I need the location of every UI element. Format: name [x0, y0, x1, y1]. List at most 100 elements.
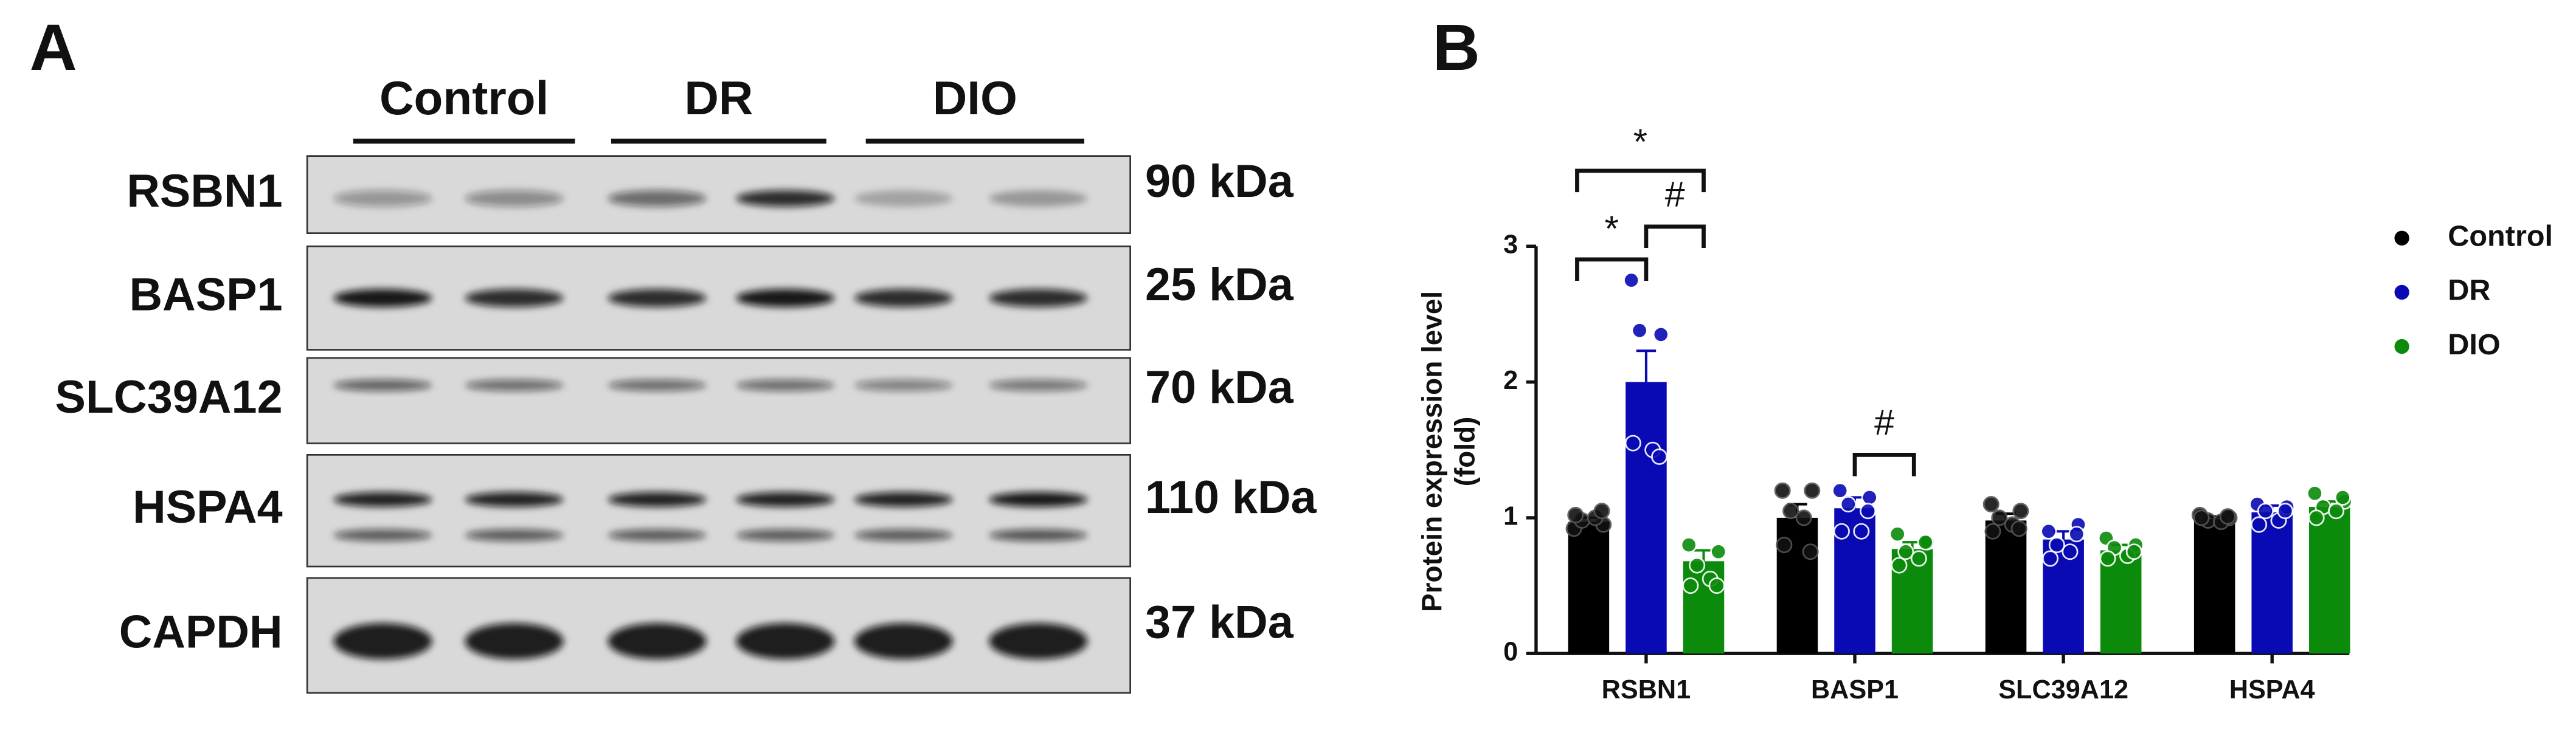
data-point	[1782, 503, 1799, 520]
protein-label: SLC39A12	[55, 372, 283, 423]
data-point	[2125, 543, 2142, 560]
bar	[1985, 520, 2027, 654]
size-label: 90 kDa	[1145, 156, 1294, 207]
significance-bracket	[1575, 257, 1649, 281]
data-point	[1567, 506, 1584, 523]
size-label: 37 kDa	[1145, 597, 1294, 648]
blot-band	[854, 492, 953, 507]
legend-label: DR	[2448, 274, 2490, 307]
protein-label: CAPDH	[119, 607, 283, 658]
significance-label: #	[1874, 402, 1894, 442]
blot-band	[465, 289, 564, 308]
significance-label: *	[1605, 208, 1619, 249]
significance-bracket	[1852, 452, 1916, 477]
blot-band	[333, 492, 432, 507]
group-label: Control	[379, 71, 549, 125]
data-point	[1840, 496, 1857, 513]
y-tick-label: 1	[1503, 501, 1518, 531]
significance-label: #	[1665, 174, 1685, 215]
data-point	[1652, 326, 1669, 343]
data-point	[2193, 509, 2210, 526]
data-point	[1624, 435, 1641, 452]
bar	[2100, 550, 2142, 654]
data-point	[1833, 523, 1850, 540]
blot-band	[854, 289, 953, 308]
panel-label: B	[1433, 10, 1480, 84]
legend-marker	[2394, 339, 2409, 354]
data-point	[2068, 526, 2085, 543]
data-point	[1682, 577, 1699, 594]
blot-band	[333, 190, 432, 207]
data-point	[1774, 482, 1791, 499]
data-point	[2306, 485, 2323, 502]
blot-band	[333, 379, 432, 391]
blot-strip	[306, 453, 1132, 568]
blot-bands	[333, 379, 1088, 391]
blot-band	[465, 623, 564, 659]
data-point	[2042, 550, 2059, 567]
blot-bands	[333, 492, 1088, 542]
data-point	[2099, 550, 2116, 567]
y-tick-label: 2	[1503, 366, 1518, 395]
x-tick-label: SLC39A12	[1998, 675, 2128, 704]
data-point	[2308, 509, 2325, 526]
bar	[2251, 512, 2293, 654]
size-label: 110 kDa	[1145, 472, 1317, 523]
blot-band	[608, 379, 707, 391]
data-point	[1710, 543, 1727, 560]
data-point	[1802, 543, 1819, 560]
significance-label: *	[1633, 121, 1647, 162]
data-point	[1897, 543, 1914, 560]
blot-bands	[333, 190, 1088, 207]
legend-label: DIO	[2448, 328, 2500, 361]
data-point	[2040, 523, 2057, 540]
data-point	[1860, 503, 1877, 520]
significance-bracket	[1644, 224, 1706, 248]
data-point	[1631, 322, 1648, 339]
blot-bands	[333, 289, 1088, 308]
data-point	[2010, 520, 2027, 537]
blot-band	[989, 492, 1088, 507]
data-point	[1623, 272, 1640, 289]
blot-band	[465, 529, 564, 542]
data-point	[1832, 482, 1849, 499]
data-point	[1982, 496, 2000, 513]
y-tick-label: 0	[1503, 638, 1518, 667]
blot-band	[608, 289, 707, 308]
blot-band	[736, 379, 835, 391]
data-point	[1891, 557, 1908, 574]
blot-strip	[306, 357, 1132, 444]
data-point	[1689, 557, 1706, 574]
x-tick-label: BASP1	[1811, 675, 1899, 704]
data-point	[1680, 537, 1697, 554]
data-point	[2219, 508, 2236, 525]
group-label: DR	[684, 71, 753, 125]
blot-band	[989, 623, 1088, 659]
data-point	[2328, 503, 2345, 520]
panel-label: A	[30, 10, 77, 84]
blot-band	[465, 190, 564, 207]
bar	[2193, 519, 2235, 654]
blot-band	[608, 190, 707, 207]
blot-band	[608, 529, 707, 542]
blot-band	[465, 379, 564, 391]
group-label: DIO	[933, 71, 1017, 125]
data-point	[2277, 503, 2294, 520]
x-tick-label: HSPA4	[2229, 675, 2315, 704]
y-tick-label: 3	[1503, 230, 1518, 260]
legend-label: Control	[2448, 220, 2553, 253]
blot-band	[989, 529, 1088, 542]
blot-band	[333, 623, 432, 659]
size-label: 25 kDa	[1145, 260, 1294, 311]
data-point	[1804, 482, 1821, 499]
blot-band	[736, 529, 835, 542]
blot-band	[989, 190, 1088, 207]
x-tick-label: RSBN1	[1602, 675, 1691, 704]
blot-band	[608, 623, 707, 659]
data-point	[1984, 523, 2001, 540]
blot-band	[333, 529, 432, 542]
data-point	[2251, 516, 2268, 533]
blot-band	[854, 190, 953, 207]
blot-band	[736, 492, 835, 507]
bar	[1626, 382, 1667, 654]
